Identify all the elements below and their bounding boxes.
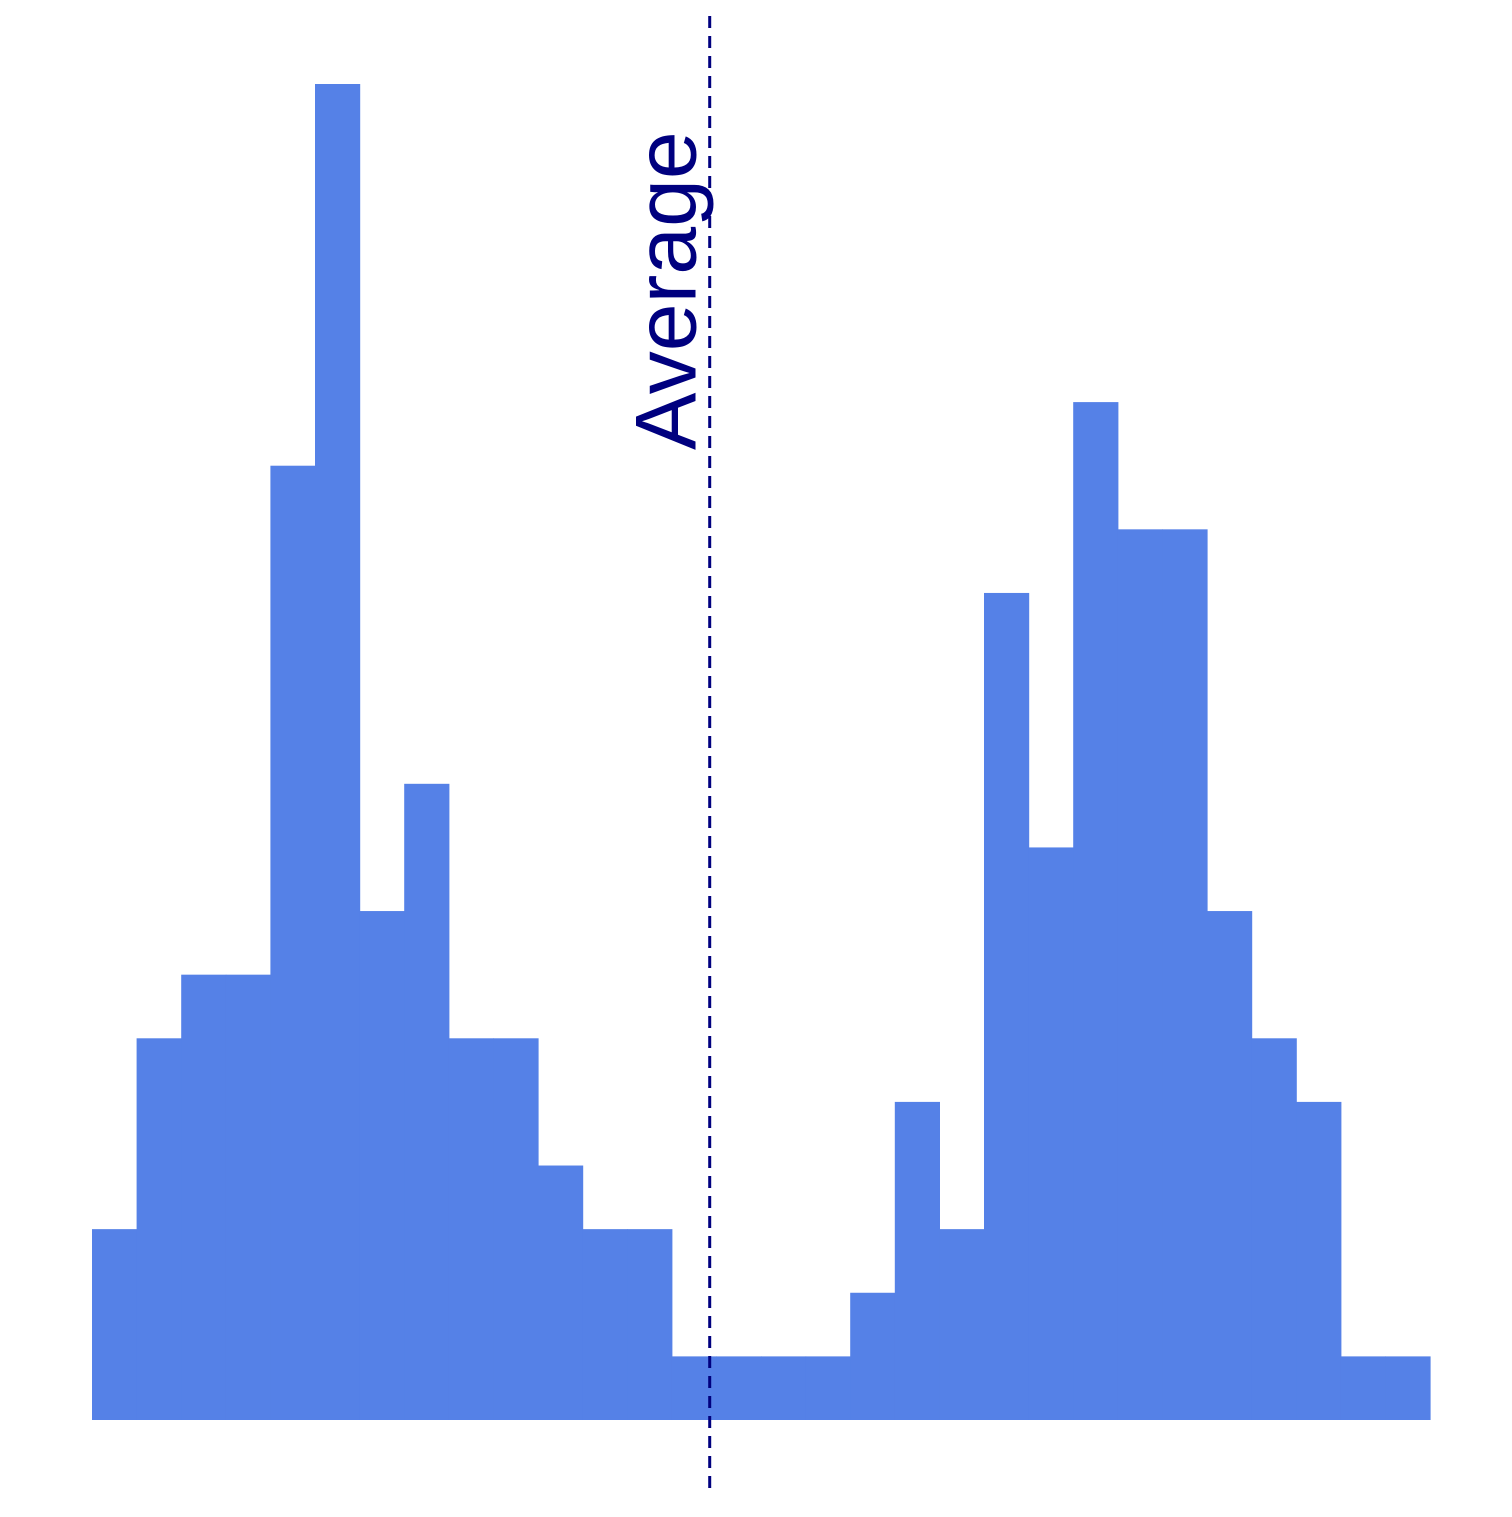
histogram-bar	[136, 1038, 182, 1420]
histogram-bar	[493, 1038, 539, 1420]
histogram-bar	[1028, 847, 1074, 1420]
histogram-bar	[359, 911, 405, 1420]
histogram-bar	[850, 1292, 896, 1420]
histogram-bar	[984, 592, 1030, 1420]
histogram-bar	[805, 1356, 851, 1420]
histogram-bar	[404, 783, 450, 1420]
histogram-bar	[538, 1165, 584, 1420]
histogram-bar	[939, 1229, 985, 1420]
histogram-bar	[270, 465, 316, 1421]
histogram-bar	[225, 974, 271, 1420]
histogram-bar	[582, 1229, 628, 1420]
histogram-bar	[181, 974, 227, 1420]
histogram-bar	[1251, 1038, 1297, 1420]
histogram-bar	[315, 84, 361, 1420]
histogram-bar	[1117, 529, 1163, 1420]
histogram-bar	[1296, 1101, 1342, 1420]
histogram-bar	[627, 1229, 673, 1420]
histogram-bar	[761, 1356, 807, 1420]
histogram-bar	[1207, 911, 1253, 1420]
average-label: Average	[619, 131, 715, 450]
histogram-bar	[716, 1356, 762, 1420]
histogram-bar	[1340, 1356, 1386, 1420]
histogram-bar	[448, 1038, 494, 1420]
histogram-bar	[1162, 529, 1208, 1420]
histogram-bar	[1385, 1356, 1431, 1420]
histogram-bar	[894, 1101, 940, 1420]
histogram-bar	[92, 1229, 138, 1420]
bars-layer	[92, 84, 1431, 1421]
histogram-bar	[1073, 402, 1119, 1421]
